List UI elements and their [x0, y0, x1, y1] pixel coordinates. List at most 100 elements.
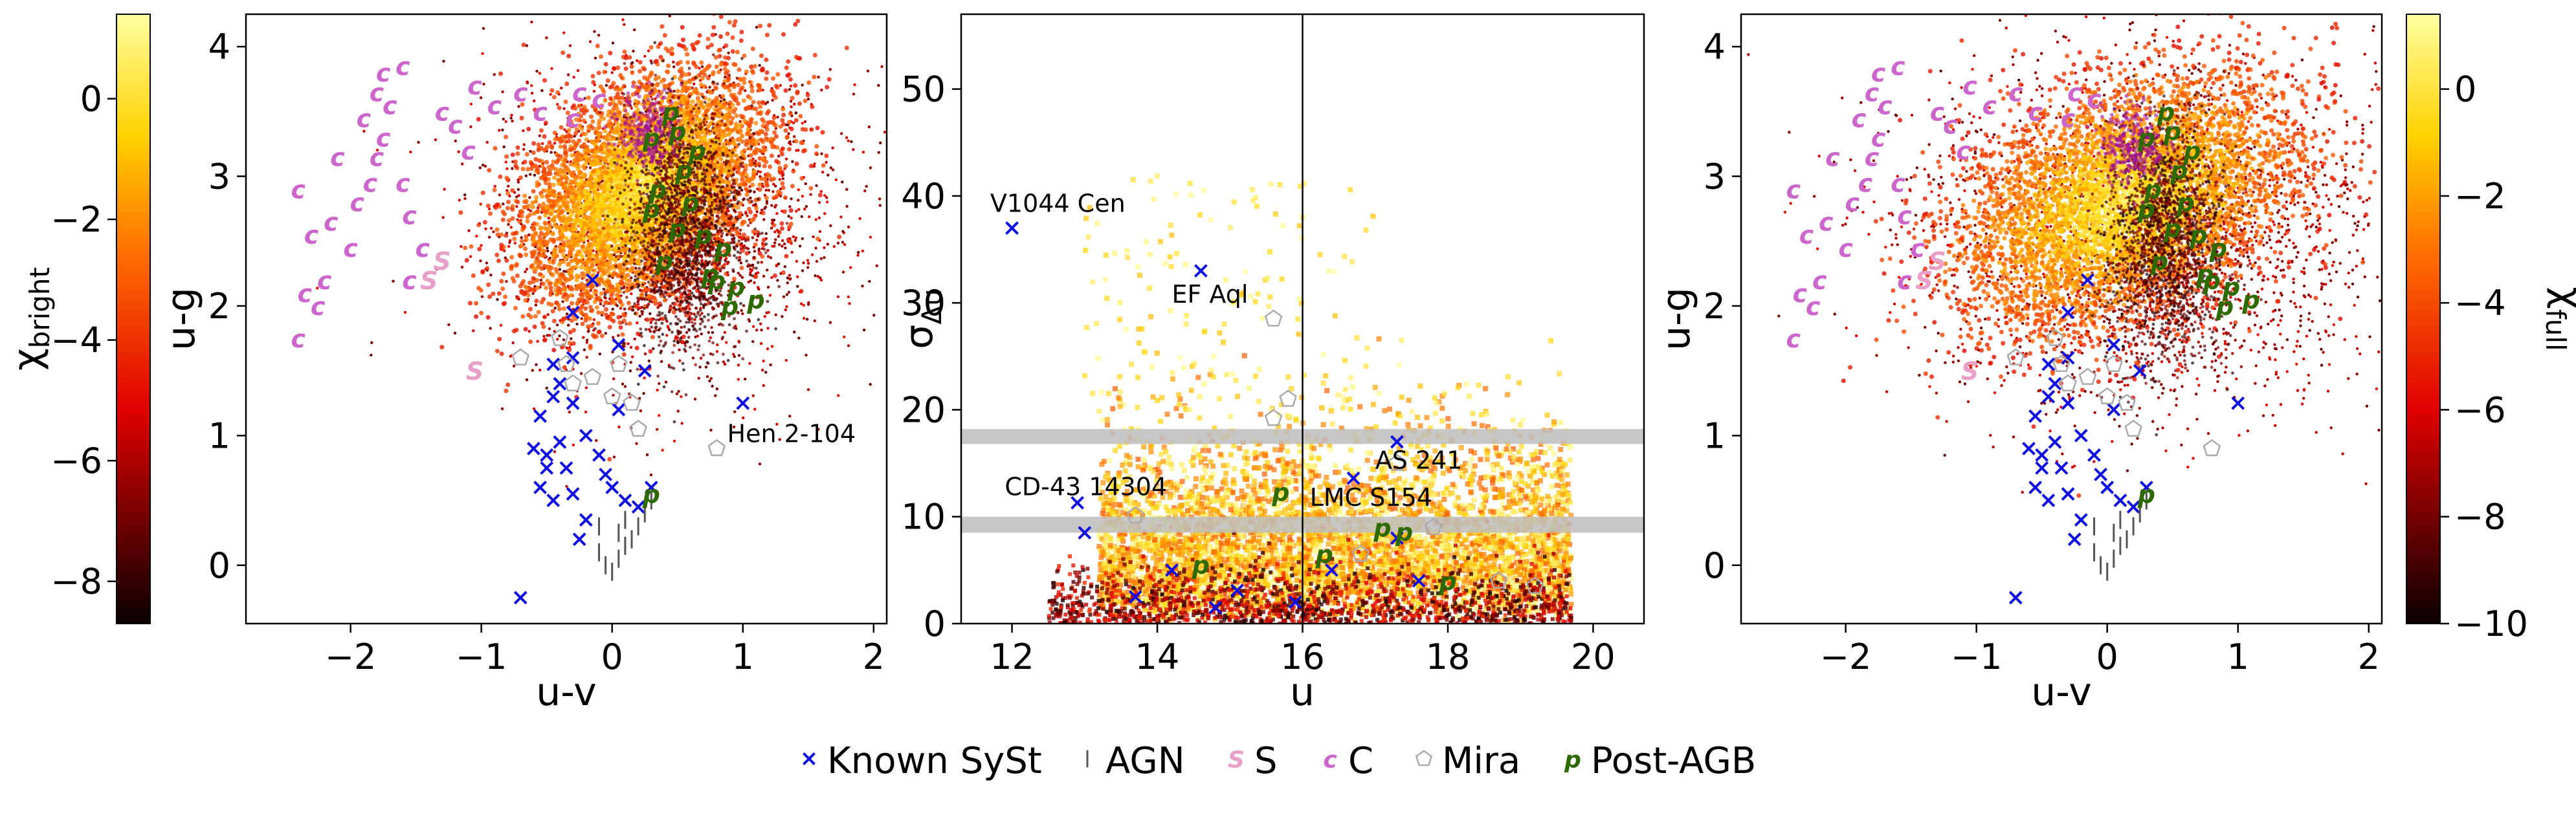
left-survey-point — [623, 23, 626, 27]
left-survey-point — [499, 351, 504, 356]
left-survey-point — [409, 150, 412, 154]
left-survey-point — [744, 192, 749, 197]
left-survey-point — [580, 321, 585, 327]
left-survey-point — [744, 377, 747, 381]
left-survey-point — [775, 72, 781, 77]
left-survey-point — [537, 215, 542, 221]
left-survey-point — [497, 336, 502, 342]
left-survey-point — [723, 331, 727, 334]
left-survey-point — [788, 88, 792, 91]
left-survey-point — [780, 118, 785, 123]
left-survey-point — [611, 41, 615, 45]
left-survey-point — [597, 34, 601, 37]
left-survey-point — [801, 269, 805, 272]
left-survey-point — [677, 389, 680, 393]
left-survey-point — [638, 60, 643, 65]
left-survey-point — [736, 82, 741, 87]
colorbar-full-ticks: 0−2−4−6−8−10 — [2440, 69, 2528, 644]
left-survey-point — [832, 245, 836, 248]
left-survey-point — [700, 312, 704, 315]
left-survey-point — [902, 243, 904, 245]
left-survey-point — [558, 268, 562, 271]
left-survey-point — [550, 151, 553, 154]
left-survey-point — [501, 128, 504, 132]
left-survey-point — [700, 332, 704, 336]
left-survey-point — [533, 173, 537, 177]
left-survey-point — [777, 235, 781, 238]
left-survey-point — [700, 65, 704, 69]
left-survey-point — [511, 119, 514, 123]
left-survey-point — [362, 129, 366, 133]
left-survey-point — [498, 71, 503, 76]
left-survey-point — [606, 113, 611, 118]
colorbar-tick-label: −10 — [2454, 604, 2528, 644]
left-survey-point — [714, 394, 717, 397]
left-survey-point — [787, 132, 790, 135]
left-survey-point — [564, 82, 570, 86]
left-survey-point — [789, 126, 794, 131]
left-survey-point — [612, 393, 615, 397]
left-survey-point — [707, 97, 712, 102]
left-survey-point — [547, 182, 552, 187]
left-survey-point — [601, 116, 606, 121]
left-survey-point — [723, 362, 727, 366]
left-survey-point — [504, 388, 509, 393]
left-survey-point — [611, 307, 614, 311]
left-survey-point — [792, 235, 795, 239]
left-survey-point — [794, 161, 799, 166]
left-survey-point — [666, 325, 670, 328]
left-survey-point — [817, 201, 821, 204]
left-survey-point — [744, 89, 747, 93]
left-survey-point — [564, 235, 569, 241]
left-survey-point — [837, 234, 842, 239]
left-survey-point — [751, 3, 753, 5]
left-survey-point — [749, 89, 755, 94]
left-survey-point — [781, 146, 785, 151]
left-survey-point — [463, 193, 467, 197]
left-survey-point — [727, 51, 730, 55]
left-survey-point — [845, 204, 849, 208]
left-survey-point — [836, 241, 840, 245]
left-survey-point — [540, 89, 544, 93]
left-survey-point — [760, 261, 764, 264]
left-survey-point — [656, 306, 660, 309]
left-survey-point — [635, 442, 638, 445]
left-survey-point — [630, 265, 635, 270]
left-survey-point — [680, 325, 683, 329]
left-survey-point — [556, 338, 559, 341]
left-survey-point — [777, 230, 782, 235]
left-survey-point — [753, 281, 756, 285]
left-survey-point — [803, 120, 807, 124]
left-survey-point — [755, 26, 759, 29]
left-survey-point — [634, 267, 638, 270]
left-survey-point — [629, 361, 632, 364]
left-survey-point — [778, 438, 781, 441]
left-survey-point — [806, 303, 810, 306]
left-survey-point — [645, 317, 650, 322]
left-survey-point — [812, 235, 815, 239]
left-survey-point — [545, 386, 548, 390]
left-survey-point — [753, 120, 759, 125]
left-survey-point — [504, 160, 507, 164]
left-survey-point — [588, 305, 593, 310]
left-survey-point — [802, 316, 806, 320]
left-survey-point — [869, 383, 872, 386]
left-survey-point — [509, 116, 513, 120]
left-survey-point — [790, 197, 793, 201]
left-survey-point — [733, 62, 738, 67]
left-survey-point — [798, 245, 802, 248]
left-survey-point — [803, 98, 808, 104]
left-survey-point — [441, 216, 445, 219]
left-survey-point — [539, 368, 542, 372]
left-survey-point — [781, 177, 785, 180]
left-survey-point — [750, 70, 755, 75]
left-survey-point — [762, 274, 766, 278]
left-survey-point — [628, 369, 632, 373]
left-survey-point — [816, 236, 820, 241]
left-survey-point — [698, 365, 702, 369]
left-survey-point — [494, 252, 500, 257]
left-survey-point — [599, 302, 603, 306]
colorbar-tick-label: −2 — [2454, 176, 2506, 217]
left-survey-point — [843, 243, 847, 246]
